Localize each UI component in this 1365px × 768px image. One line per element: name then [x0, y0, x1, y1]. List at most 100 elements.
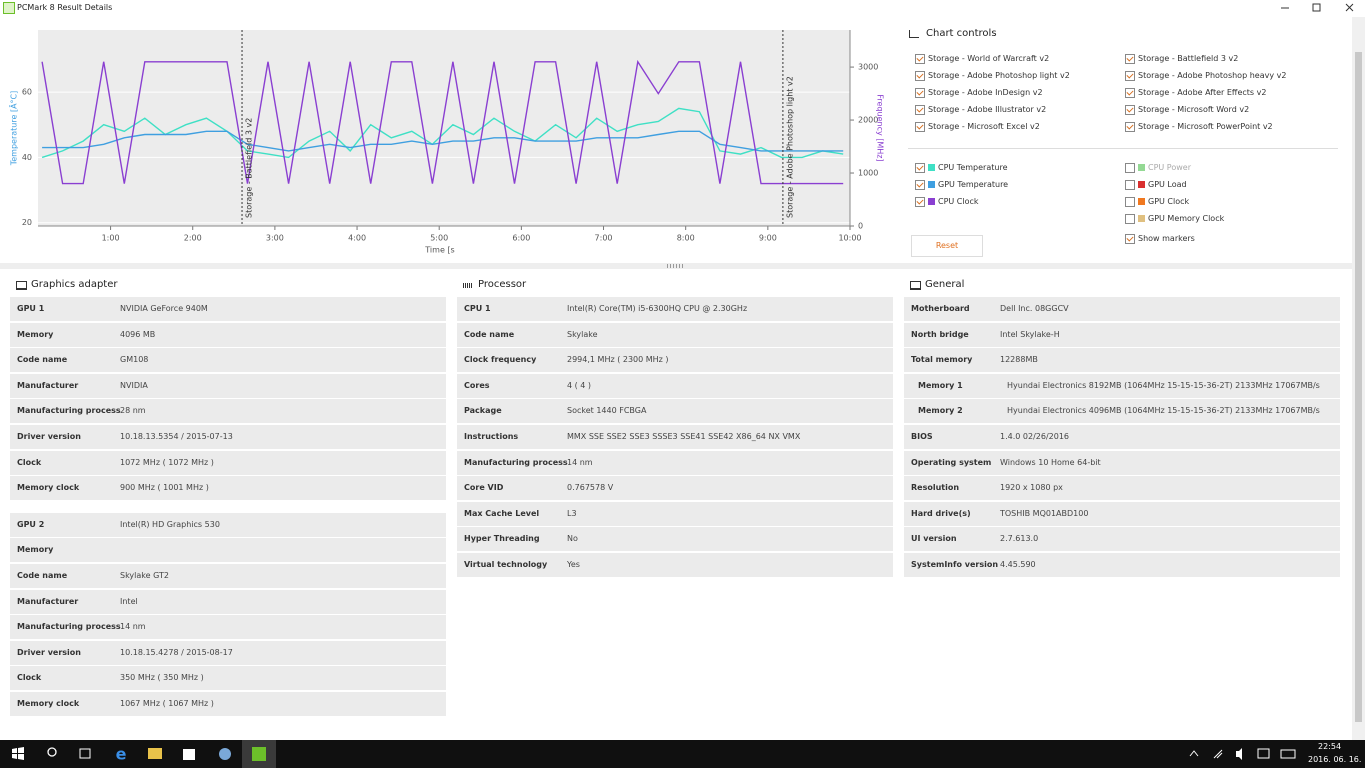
- maximize[interactable]: [1312, 3, 1321, 12]
- info-value: 28 nm: [120, 406, 146, 416]
- edge-icon[interactable]: e: [116, 745, 127, 764]
- metric-toggle[interactable]: GPU Temperature: [938, 180, 1009, 189]
- series-line: [42, 130, 844, 152]
- info-value: 10.18.13.5354 / 2015-07-13: [120, 432, 233, 441]
- storage-toggle[interactable]: Storage - Adobe After Effects v2: [1138, 88, 1267, 97]
- info-value: Intel Skylake-H: [1000, 329, 1060, 339]
- scrollbar[interactable]: [1352, 17, 1365, 740]
- checkbox[interactable]: [915, 180, 925, 190]
- info-row: [904, 373, 1340, 398]
- info-label: Memory: [17, 329, 54, 339]
- info-label: Memory 2: [918, 406, 963, 416]
- metric-toggle[interactable]: GPU Memory Clock: [1148, 214, 1225, 223]
- notification-icon[interactable]: [1257, 748, 1270, 759]
- info-row: [10, 615, 446, 640]
- checkbox[interactable]: [915, 54, 925, 64]
- app-icon: [3, 2, 15, 14]
- info-label: Clock: [17, 457, 42, 467]
- storage-toggle[interactable]: Storage - Microsoft PowerPoint v2: [1138, 122, 1273, 131]
- metric-toggle[interactable]: CPU Power: [1148, 163, 1191, 172]
- volume-icon[interactable]: [1236, 748, 1242, 760]
- x-tick-label: 5:00: [430, 234, 448, 243]
- splitter[interactable]: [0, 263, 1352, 269]
- pcmark-icon[interactable]: [252, 747, 266, 761]
- info-label: Memory clock: [17, 699, 80, 708]
- search-icon[interactable]: [47, 747, 57, 757]
- checkbox[interactable]: [1125, 214, 1135, 224]
- info-row: [457, 322, 893, 347]
- checkbox[interactable]: [1125, 234, 1135, 244]
- metric-toggle[interactable]: GPU Load: [1148, 180, 1187, 189]
- info-value: 0.767578 V: [567, 483, 614, 493]
- chart: 20 40 60 0 1000 2000 3000 1:00 2:00 3:00 4:00 5:00 6…: [8, 30, 885, 255]
- checkbox[interactable]: [1125, 180, 1135, 190]
- y2-tick-label: 1000: [858, 169, 878, 178]
- panel-icon: [463, 283, 472, 288]
- checkbox[interactable]: [1125, 71, 1135, 81]
- info-label: Package: [464, 406, 502, 416]
- taskbar-icons[interactable]: e: [0, 740, 280, 768]
- info-value: 4.45.590: [1000, 560, 1036, 569]
- storage-toggle[interactable]: Storage - Battlefield 3 v2: [1138, 54, 1239, 63]
- info-row: [904, 450, 1340, 475]
- title-bar: PCMark 8 Result Details: [0, 0, 1365, 17]
- scrollbar-thumb[interactable]: [1355, 52, 1362, 722]
- info-row: [457, 297, 893, 321]
- storage-toggle[interactable]: Storage - Adobe Photoshop heavy v2: [1138, 71, 1287, 80]
- legend-swatch: [928, 198, 935, 205]
- reset-button[interactable]: Reset: [911, 235, 983, 257]
- info-row: [457, 501, 893, 526]
- info-label: GPU 2: [17, 519, 45, 529]
- task-view-icon[interactable]: [79, 748, 91, 759]
- explorer-icon[interactable]: [148, 748, 162, 759]
- checkbox[interactable]: [915, 88, 925, 98]
- checkbox[interactable]: [915, 197, 925, 207]
- info-value: 2994,1 MHz ( 2300 MHz ): [567, 355, 669, 365]
- checkbox[interactable]: [915, 105, 925, 115]
- metric-toggle[interactable]: GPU Clock: [1148, 197, 1190, 206]
- tray-chevron[interactable]: [1189, 750, 1199, 757]
- app-icon-2[interactable]: [219, 748, 231, 760]
- storage-toggle[interactable]: Storage - Microsoft Excel v2: [928, 122, 1040, 131]
- info-label: Manufacturer: [17, 380, 79, 390]
- info-value: Skylake: [567, 329, 598, 339]
- info-label: Manufacturing process: [17, 622, 121, 632]
- storage-toggle[interactable]: Storage - Adobe Illustrator v2: [928, 105, 1047, 114]
- controls-title: Chart controls: [926, 28, 997, 39]
- start-button[interactable]: [12, 747, 24, 760]
- info-label: SystemInfo version: [911, 560, 999, 569]
- checkbox[interactable]: [1125, 197, 1135, 207]
- storage-toggle[interactable]: Storage - Adobe Photoshop light v2: [928, 71, 1070, 80]
- checkbox[interactable]: [1125, 88, 1135, 98]
- info-row: [10, 425, 446, 449]
- info-row: [10, 348, 446, 373]
- checkbox[interactable]: [1125, 163, 1135, 173]
- show-markers-toggle[interactable]: Show markers: [1138, 234, 1195, 243]
- checkbox[interactable]: [915, 163, 925, 173]
- chart-controls: Chart controls Storage - World of Warcraf…: [900, 17, 1352, 263]
- wifi-icon[interactable]: [1213, 749, 1223, 759]
- checkbox[interactable]: [1125, 105, 1135, 115]
- metric-toggle[interactable]: CPU Temperature: [938, 163, 1008, 172]
- y2-tick-label: 3000: [858, 63, 878, 72]
- separator: [908, 148, 1338, 149]
- checkbox[interactable]: [915, 71, 925, 81]
- metric-toggle[interactable]: CPU Clock: [938, 197, 979, 206]
- checkbox[interactable]: [915, 122, 925, 132]
- info-label: Driver version: [17, 432, 81, 441]
- storage-toggle[interactable]: Storage - World of Warcraft v2: [928, 54, 1050, 63]
- close[interactable]: [1345, 3, 1354, 12]
- controls-icon: [909, 30, 919, 38]
- info-label: Code name: [17, 571, 68, 580]
- tray-icons[interactable]: [1180, 740, 1300, 768]
- window-buttons[interactable]: [1270, 0, 1365, 17]
- checkbox[interactable]: [1125, 122, 1135, 132]
- x-tick-label: 7:00: [595, 234, 613, 243]
- checkbox[interactable]: [1125, 54, 1135, 64]
- store-icon[interactable]: [183, 749, 195, 760]
- keyboard-icon[interactable]: [1280, 749, 1296, 759]
- y-axis-label: Temperature [Â°C]: [8, 91, 19, 167]
- storage-toggle[interactable]: Storage - Microsoft Word v2: [1138, 105, 1250, 114]
- storage-toggle[interactable]: Storage - Adobe InDesign v2: [928, 88, 1043, 97]
- legend-swatch: [928, 181, 935, 188]
